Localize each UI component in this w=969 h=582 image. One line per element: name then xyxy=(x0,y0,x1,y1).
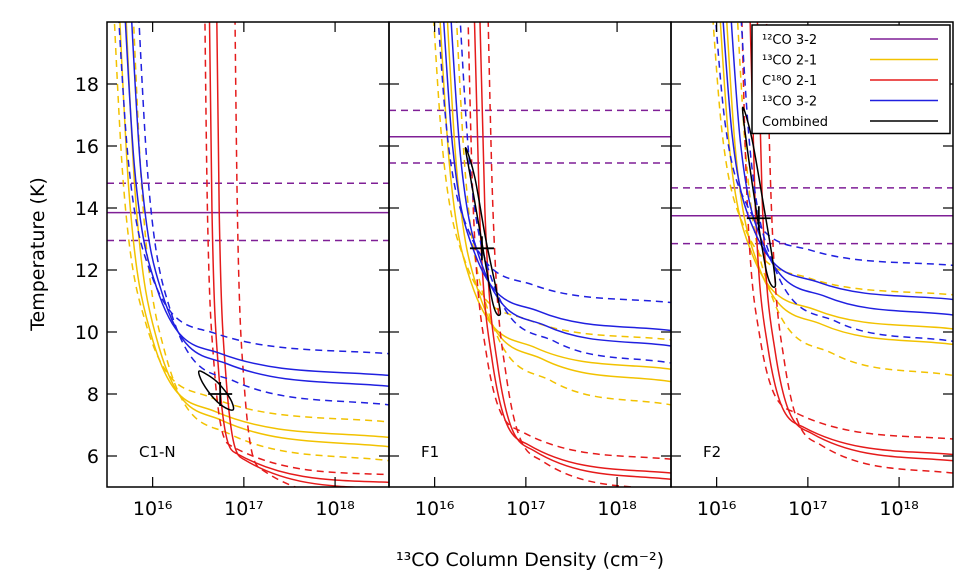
model-curve xyxy=(204,22,389,476)
y-axis-label: Temperature (K) xyxy=(27,177,49,332)
x-tick-label: 10¹⁷ xyxy=(506,498,545,520)
x-tick-label: 10¹⁸ xyxy=(879,498,918,520)
y-tick-label: 8 xyxy=(87,384,99,406)
x-tick-label: 10¹⁷ xyxy=(224,498,263,520)
model-curve xyxy=(234,22,298,487)
model-curve xyxy=(459,22,671,364)
model-curve xyxy=(730,22,953,316)
y-tick-label: 10 xyxy=(75,322,99,344)
panel-label: C1-N xyxy=(139,443,176,461)
model-curve xyxy=(124,22,389,377)
model-curve xyxy=(715,22,953,267)
model-curve xyxy=(450,22,671,347)
y-tick-label: 16 xyxy=(75,136,99,158)
model-curve xyxy=(726,22,953,346)
model-curve xyxy=(433,22,671,341)
model-curve xyxy=(439,22,671,370)
model-curve xyxy=(138,22,389,406)
model-curve xyxy=(132,22,389,462)
model-curve xyxy=(131,22,389,387)
model-curve xyxy=(473,22,671,474)
combined-contour xyxy=(464,147,502,317)
model-curve xyxy=(208,22,389,484)
model-curve xyxy=(455,22,671,406)
panel-frame xyxy=(670,21,954,488)
model-curve xyxy=(712,22,953,296)
panel-frame xyxy=(388,21,672,488)
y-tick-label: 18 xyxy=(75,74,99,96)
model-curve xyxy=(443,22,671,332)
model-curve xyxy=(437,22,671,304)
model-curve xyxy=(125,22,389,448)
x-tick-label: 10¹⁷ xyxy=(788,498,827,520)
combined-contour xyxy=(197,370,235,411)
model-curve xyxy=(118,22,389,355)
x-tick-label: 10¹⁸ xyxy=(597,498,636,520)
y-tick-label: 6 xyxy=(87,446,99,468)
panel-frame xyxy=(106,21,390,488)
legend-label: ¹³CO 3-2 xyxy=(762,95,817,110)
model-curve xyxy=(216,22,370,487)
panel-label: F1 xyxy=(421,443,439,461)
x-tick-label: 10¹⁶ xyxy=(697,498,736,520)
x-tick-label: 10¹⁶ xyxy=(415,498,454,520)
model-curve xyxy=(487,22,644,487)
model-curve xyxy=(722,22,953,301)
panel-label: F2 xyxy=(703,443,721,461)
model-curve xyxy=(741,22,953,440)
combined-contour xyxy=(741,106,777,288)
x-tick-label: 10¹⁶ xyxy=(133,498,172,520)
model-curve xyxy=(467,22,671,460)
legend-label: C¹⁸O 2-1 xyxy=(762,74,817,89)
model-curve xyxy=(479,22,671,480)
model-curve xyxy=(446,22,671,383)
panel xyxy=(389,22,671,487)
x-axis-label: ¹³CO Column Density (cm⁻²) xyxy=(396,549,664,571)
model-curve xyxy=(765,22,953,474)
y-tick-label: 12 xyxy=(75,260,99,282)
model-curve xyxy=(740,22,953,343)
panel xyxy=(107,22,389,487)
legend-label: Combined xyxy=(762,115,828,130)
legend-label: ¹³CO 2-1 xyxy=(762,54,817,69)
y-tick-label: 14 xyxy=(75,198,99,220)
legend-label: ¹²CO 3-2 xyxy=(762,33,817,48)
x-tick-label: 10¹⁸ xyxy=(315,498,354,520)
